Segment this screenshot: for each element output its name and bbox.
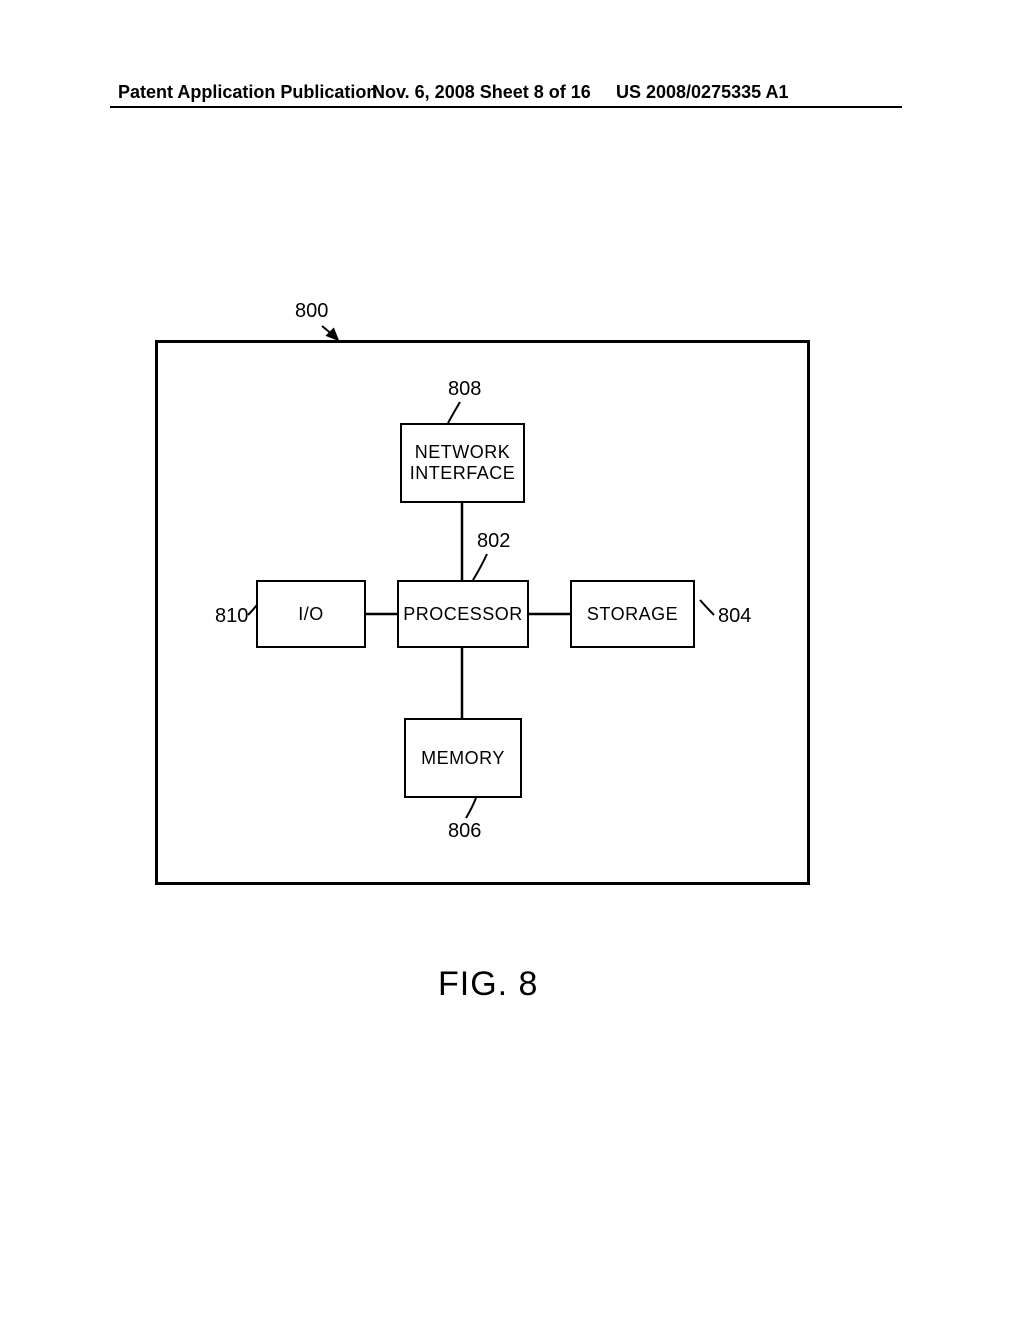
ref-container: 800 — [295, 300, 328, 323]
ref-storage: 804 — [718, 605, 751, 628]
ref-memory: 806 — [448, 820, 481, 843]
page: Patent Application Publication Nov. 6, 2… — [0, 0, 1024, 1320]
block-network-interface: NETWORK INTERFACE — [400, 423, 525, 503]
block-memory: MEMORY — [404, 718, 522, 798]
block-storage: STORAGE — [570, 580, 695, 648]
figure-caption: FIG. 8 — [438, 965, 538, 1004]
ref-network: 808 — [448, 378, 481, 401]
header-rule — [110, 106, 902, 108]
header-right: US 2008/0275335 A1 — [616, 82, 788, 103]
block-processor: PROCESSOR — [397, 580, 529, 648]
header-left: Patent Application Publication — [118, 82, 377, 103]
header-center: Nov. 6, 2008 Sheet 8 of 16 — [372, 82, 591, 103]
ref-processor: 802 — [477, 530, 510, 553]
block-io: I/O — [256, 580, 366, 648]
ref-io: 810 — [215, 605, 248, 628]
